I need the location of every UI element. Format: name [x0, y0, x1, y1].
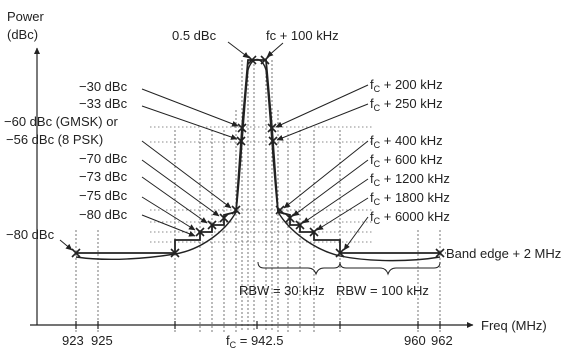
- label-fc-plus-200khz: fC + 200 kHz: [370, 77, 443, 94]
- rbw-labels: RBW = 30 kHz RBW = 100 kHz: [239, 283, 429, 298]
- left-level-labels: 0.5 dBc −30 dBc −33 dBc −60 dBc (GMSK) o…: [4, 28, 217, 242]
- label-fc-plus-1200khz: fC + 1200 kHz: [370, 171, 450, 188]
- tick-925: 925: [91, 333, 113, 348]
- label-0-5-dbc: 0.5 dBc: [172, 28, 217, 43]
- rbw-30-brace: [257, 261, 341, 276]
- label-minus-75-dbc: −75 dBc: [79, 188, 128, 203]
- label-fc-plus-600khz: fC + 600 kHz: [370, 152, 443, 169]
- limit-markers: [71, 55, 445, 258]
- tick-962: 962: [431, 333, 453, 348]
- rbw-100-khz-label: RBW = 100 kHz: [336, 283, 429, 298]
- axis-labels: Power (dBc) Freq (MHz) 923 925 960 962 f…: [7, 9, 547, 350]
- label-minus-33-dbc: −33 dBc: [79, 96, 128, 111]
- y-axis-title-line1: Power: [7, 9, 45, 24]
- rbw-100-brace: [339, 261, 441, 276]
- spectrum-curve: [75, 58, 441, 262]
- label-fc-plus-6000khz: fC + 6000 kHz: [370, 209, 450, 226]
- horizontal-gridlines: [150, 126, 372, 243]
- y-axis-title-line2: (dBc): [7, 27, 38, 42]
- label-fc-plus-100khz: fc + 100 kHz: [266, 28, 339, 43]
- label-fc-plus-1800khz: fC + 1800 kHz: [370, 190, 450, 207]
- left-pointer-arrows: [59, 41, 250, 251]
- rbw-30-khz-label: RBW = 30 kHz: [239, 283, 325, 298]
- axes: [30, 47, 474, 329]
- label-minus-60-gmsk: −60 dBc (GMSK) or: [4, 114, 118, 129]
- label-minus-70-dbc: −70 dBc: [79, 151, 128, 166]
- label-minus-80-dbc-far: −80 dBc: [6, 227, 55, 242]
- right-offset-labels: fc + 100 kHz fC + 200 kHz fC + 250 kHz f…: [266, 28, 561, 261]
- label-fc-plus-250khz: fC + 250 kHz: [370, 96, 443, 113]
- x-axis-title: Freq (MHz): [481, 318, 547, 333]
- right-pointer-arrows: [266, 42, 446, 254]
- label-minus-30-dbc: −30 dBc: [79, 79, 128, 94]
- label-minus-80-dbc: −80 dBc: [79, 207, 128, 222]
- label-minus-73-dbc: −73 dBc: [79, 169, 128, 184]
- label-band-edge: Band edge + 2 MHz: [446, 246, 561, 261]
- label-minus-56-8psk: −56 dBc (8 PSK): [6, 132, 103, 147]
- tick-960: 960: [404, 333, 426, 348]
- center-frequency-label: fC = 942.5: [226, 333, 283, 350]
- tick-923: 923: [62, 333, 84, 348]
- label-fc-plus-400khz: fC + 400 kHz: [370, 133, 443, 150]
